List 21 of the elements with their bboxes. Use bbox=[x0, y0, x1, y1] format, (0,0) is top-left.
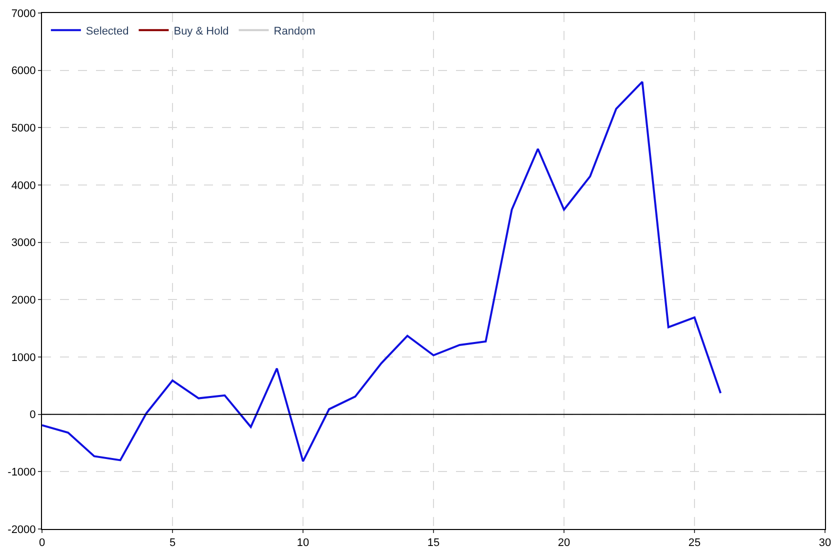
y-tick-label: 2000 bbox=[11, 294, 36, 307]
y-tick-label: 0 bbox=[30, 409, 36, 422]
y-tick-label: -2000 bbox=[8, 524, 36, 536]
legend-label: Selected bbox=[86, 25, 129, 38]
x-tick-label: 10 bbox=[296, 537, 310, 550]
x-tick-label: 25 bbox=[688, 537, 701, 550]
x-tick-label: 0 bbox=[38, 537, 46, 550]
y-tick-label: 6000 bbox=[11, 65, 36, 78]
legend-label: Buy & Hold bbox=[174, 25, 229, 38]
y-tick-label: 4000 bbox=[11, 180, 36, 192]
y-tick-label: 7000 bbox=[11, 8, 36, 20]
legend-label: Random bbox=[274, 25, 316, 38]
y-tick-label: 5000 bbox=[11, 122, 36, 135]
y-tick-label: 3000 bbox=[11, 237, 36, 250]
x-tick-label: 5 bbox=[169, 537, 176, 550]
y-tick-label: -1000 bbox=[8, 466, 36, 479]
x-tick-label: 20 bbox=[558, 537, 570, 550]
y-tick-label: 1000 bbox=[11, 352, 36, 364]
line-series bbox=[42, 80, 722, 462]
x-tick-label: 30 bbox=[818, 537, 832, 550]
x-tick-label: 15 bbox=[427, 537, 440, 550]
